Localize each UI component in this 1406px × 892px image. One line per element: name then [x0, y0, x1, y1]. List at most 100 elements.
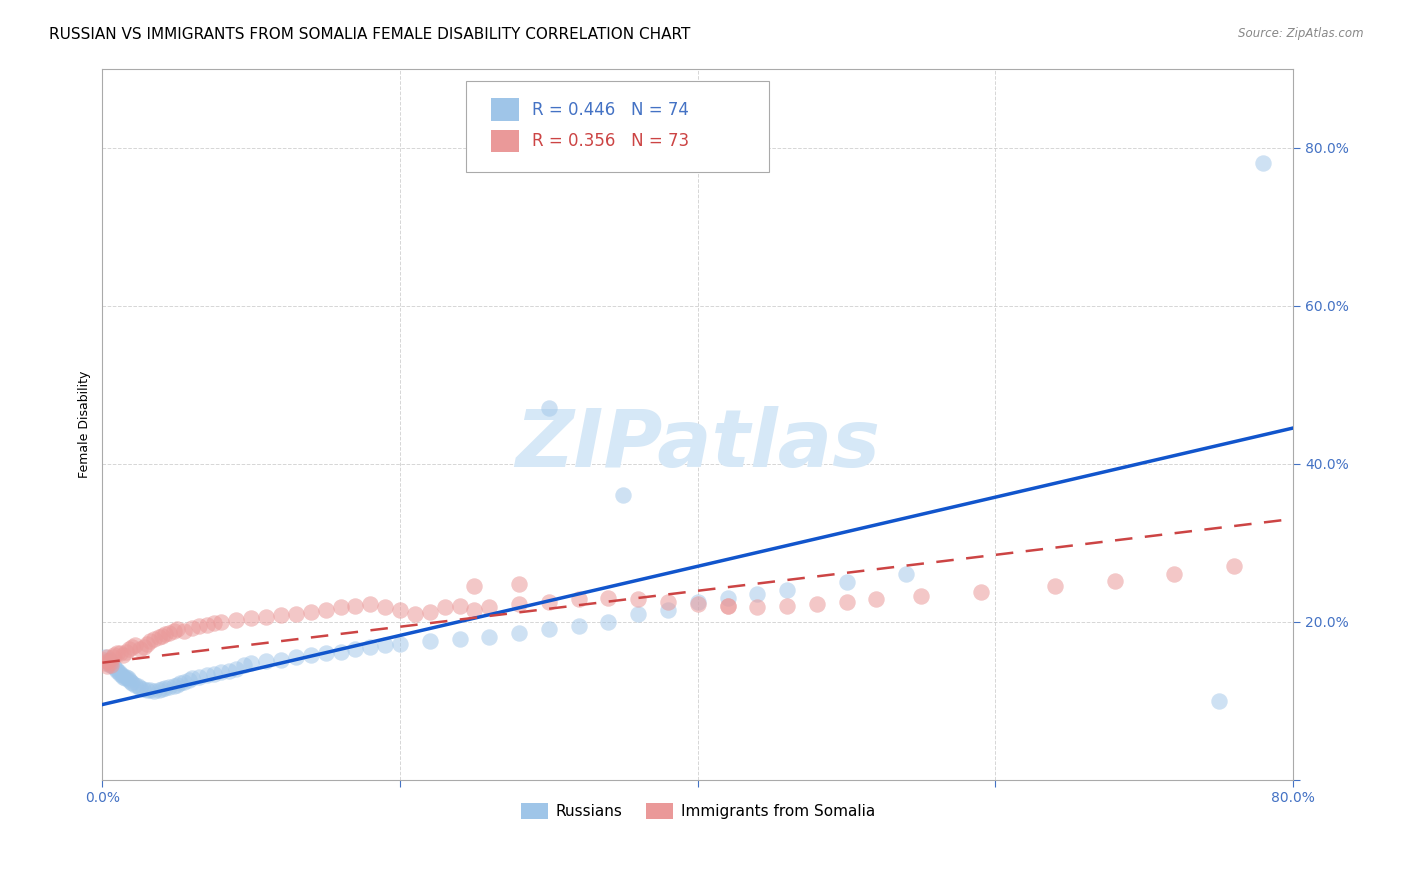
Point	[143, 632, 166, 646]
Point	[173, 674, 195, 689]
Point	[107, 665, 129, 680]
Point	[188, 670, 211, 684]
Point	[112, 670, 135, 684]
Point	[202, 616, 225, 631]
Point	[299, 605, 322, 619]
Point	[94, 656, 117, 670]
Point	[112, 648, 135, 662]
Point	[97, 654, 120, 668]
Point	[105, 664, 128, 678]
Point	[100, 656, 122, 670]
Point	[537, 623, 560, 637]
Point	[153, 627, 176, 641]
Point	[128, 681, 150, 695]
Point	[110, 646, 132, 660]
Point	[270, 652, 292, 666]
Point	[118, 642, 141, 657]
Point	[180, 672, 202, 686]
Point	[150, 629, 173, 643]
Point	[110, 666, 132, 681]
Point	[139, 634, 162, 648]
Point	[111, 668, 134, 682]
Point	[284, 650, 307, 665]
Point	[612, 488, 634, 502]
Point	[478, 631, 501, 645]
Point	[568, 592, 591, 607]
Point	[463, 579, 485, 593]
Text: Source: ZipAtlas.com: Source: ZipAtlas.com	[1239, 27, 1364, 40]
Point	[104, 662, 127, 676]
Text: R = 0.446   N = 74: R = 0.446 N = 74	[533, 101, 689, 119]
Point	[627, 607, 650, 621]
Y-axis label: Female Disability: Female Disability	[79, 370, 91, 478]
Point	[132, 640, 155, 654]
Point	[121, 676, 143, 690]
Point	[716, 591, 738, 605]
Point	[128, 642, 150, 657]
Point	[433, 600, 456, 615]
Point	[173, 624, 195, 638]
Point	[121, 640, 143, 654]
Point	[598, 615, 620, 629]
Point	[103, 660, 125, 674]
Point	[389, 637, 412, 651]
Point	[120, 674, 142, 689]
Point	[118, 673, 141, 687]
Point	[225, 613, 247, 627]
Point	[131, 681, 153, 696]
Point	[124, 678, 146, 692]
Text: ZIPatlas: ZIPatlas	[515, 407, 880, 484]
Point	[1104, 574, 1126, 588]
Point	[218, 664, 240, 678]
Point	[103, 648, 125, 662]
Point	[96, 650, 118, 665]
Point	[157, 680, 180, 694]
Point	[419, 605, 441, 619]
Point	[686, 595, 709, 609]
Point	[166, 623, 188, 637]
Point	[776, 582, 799, 597]
Point	[163, 679, 186, 693]
Point	[225, 662, 247, 676]
Point	[240, 611, 263, 625]
Point	[100, 658, 122, 673]
Point	[537, 401, 560, 416]
Point	[359, 597, 381, 611]
Point	[627, 592, 650, 607]
Point	[96, 658, 118, 673]
Point	[747, 587, 769, 601]
Point	[508, 626, 530, 640]
Point	[389, 603, 412, 617]
Point	[124, 638, 146, 652]
Point	[139, 683, 162, 698]
Point	[148, 631, 170, 645]
Point	[188, 619, 211, 633]
Point	[835, 595, 858, 609]
Point	[211, 665, 233, 680]
Point	[657, 595, 679, 609]
Point	[148, 682, 170, 697]
Point	[98, 652, 121, 666]
FancyBboxPatch shape	[491, 129, 519, 153]
Point	[1253, 156, 1275, 170]
Point	[115, 645, 138, 659]
Point	[344, 642, 367, 657]
Point	[598, 591, 620, 605]
Point	[865, 592, 887, 607]
Point	[537, 595, 560, 609]
Point	[404, 607, 426, 621]
Point	[98, 658, 121, 673]
Point	[143, 684, 166, 698]
Point	[157, 625, 180, 640]
Point	[657, 603, 679, 617]
Point	[180, 621, 202, 635]
Point	[910, 590, 932, 604]
Point	[329, 600, 352, 615]
Point	[163, 624, 186, 638]
Point	[806, 597, 828, 611]
Point	[419, 634, 441, 648]
Point	[299, 648, 322, 662]
Point	[686, 597, 709, 611]
Legend: Russians, Immigrants from Somalia: Russians, Immigrants from Somalia	[515, 797, 882, 825]
Point	[1163, 567, 1185, 582]
